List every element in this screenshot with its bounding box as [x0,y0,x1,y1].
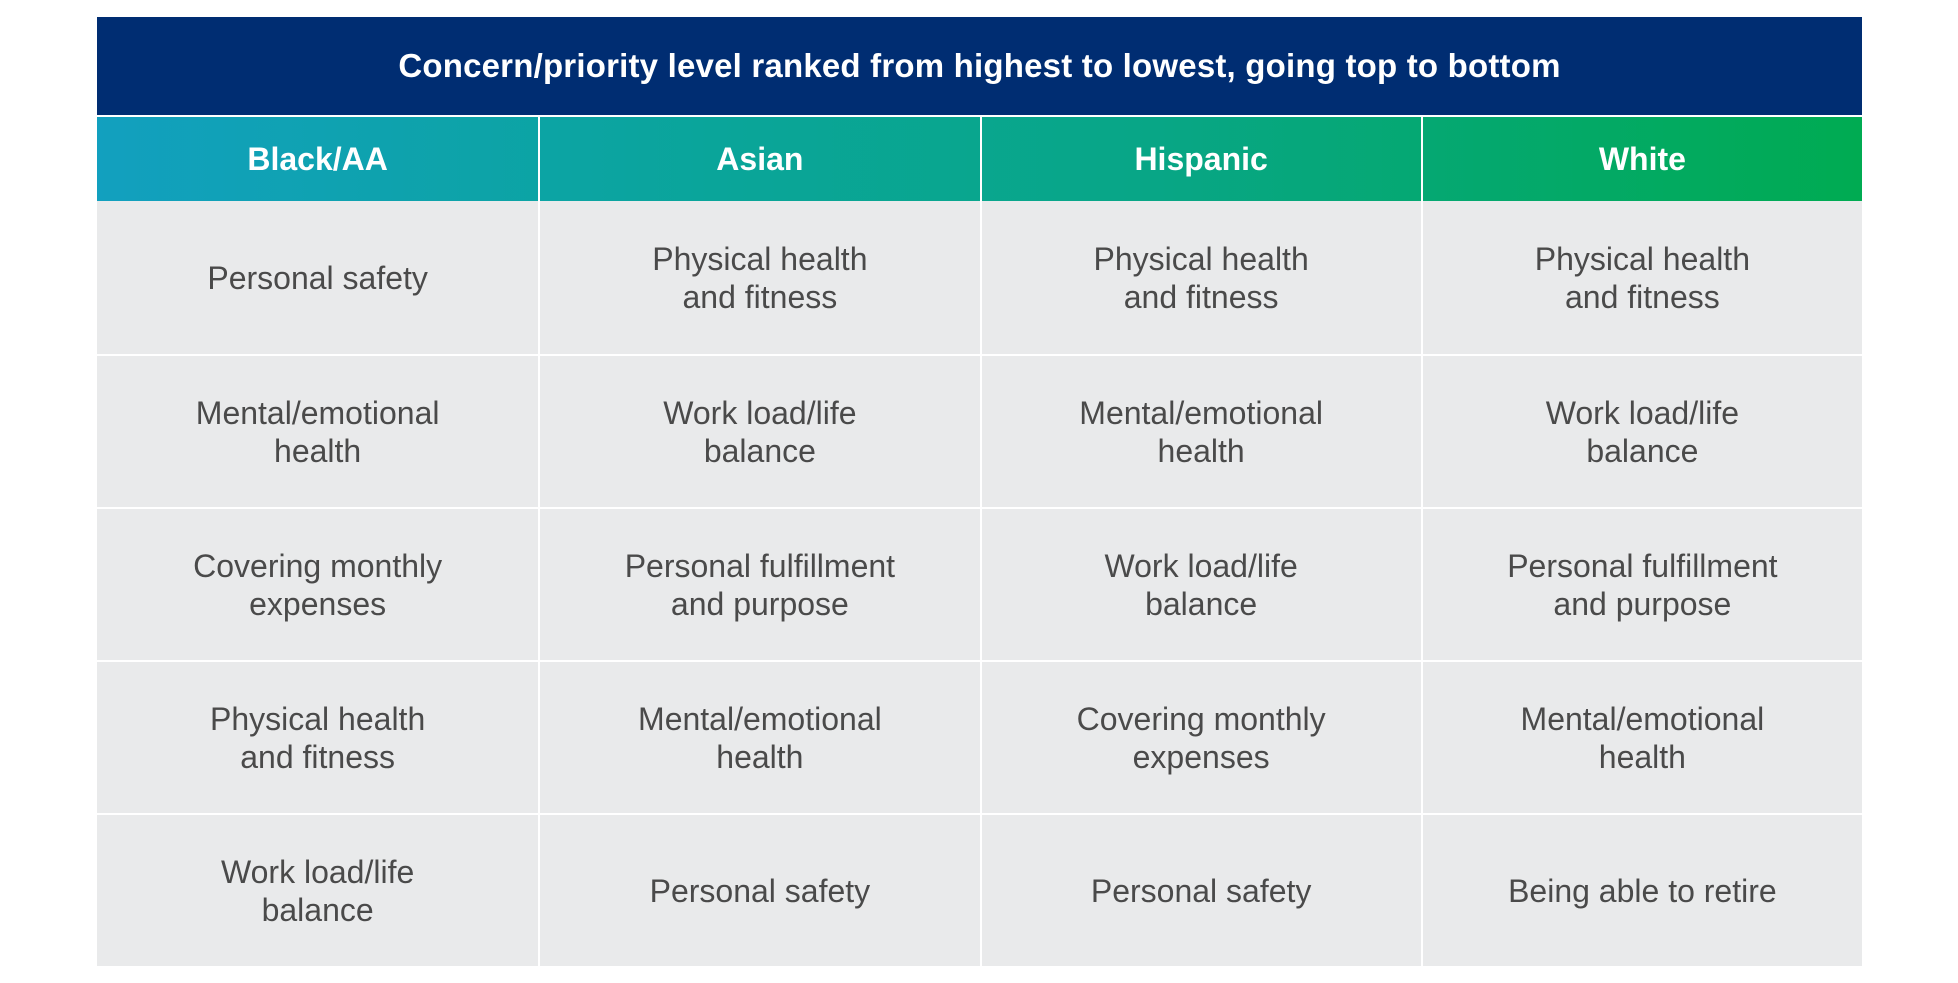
ranking-table: Concern/priority level ranked from highe… [97,17,1862,966]
table-cell: Work load/life balance [97,813,539,966]
table-cell: Work load/life balance [1420,354,1862,507]
table-cell: Mental/emotional health [97,354,539,507]
table-cell: Physical health and fitness [979,201,1421,354]
column-header: Asian [538,117,979,201]
table-cell: Covering monthly expenses [97,507,539,660]
table-cell: Personal safety [538,813,980,966]
table-title: Concern/priority level ranked from highe… [97,17,1862,115]
table-cell: Work load/life balance [538,354,980,507]
table-cell: Physical health and fitness [538,201,980,354]
table-cell: Personal safety [979,813,1421,966]
table-cell: Work load/life balance [979,507,1421,660]
column-header: White [1420,117,1862,201]
table-cell: Personal fulfillment and purpose [1420,507,1862,660]
column-header: Black/AA [247,140,388,177]
table-cell: Mental/emotional health [979,354,1421,507]
table-cell: Physical health and fitness [1420,201,1862,354]
table-cell: Personal safety [97,201,539,354]
table-cell: Mental/emotional health [1420,660,1862,813]
column-header-row: Black/AA Asian Hispanic White [97,115,1862,201]
table-cell: Personal fulfillment and purpose [538,507,980,660]
table-cell: Being able to retire [1420,813,1862,966]
table-cell: Physical health and fitness [97,660,539,813]
table-body: Personal safety Physical health and fitne… [97,201,1862,966]
table-cell: Covering monthly expenses [979,660,1421,813]
column-header: Hispanic [979,117,1421,201]
table-cell: Mental/emotional health [538,660,980,813]
